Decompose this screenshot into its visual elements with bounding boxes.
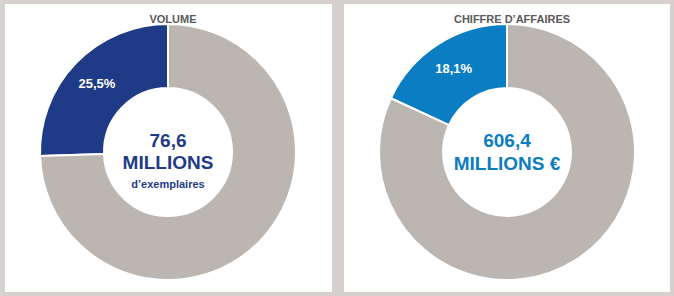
svg-text:76,6: 76,6 bbox=[150, 130, 187, 151]
svg-text:606,4: 606,4 bbox=[483, 130, 531, 151]
svg-text:d’exemplaires: d’exemplaires bbox=[131, 178, 204, 190]
svg-text:CHIFFRE D’AFFAIRES: CHIFFRE D’AFFAIRES bbox=[454, 13, 570, 25]
svg-text:25,5%: 25,5% bbox=[78, 76, 115, 91]
svg-text:VOLUME: VOLUME bbox=[149, 13, 196, 25]
svg-text:MILLIONS €: MILLIONS € bbox=[454, 153, 561, 174]
svg-text:18,1%: 18,1% bbox=[435, 61, 472, 76]
svg-text:MILLIONS: MILLIONS bbox=[123, 152, 214, 173]
